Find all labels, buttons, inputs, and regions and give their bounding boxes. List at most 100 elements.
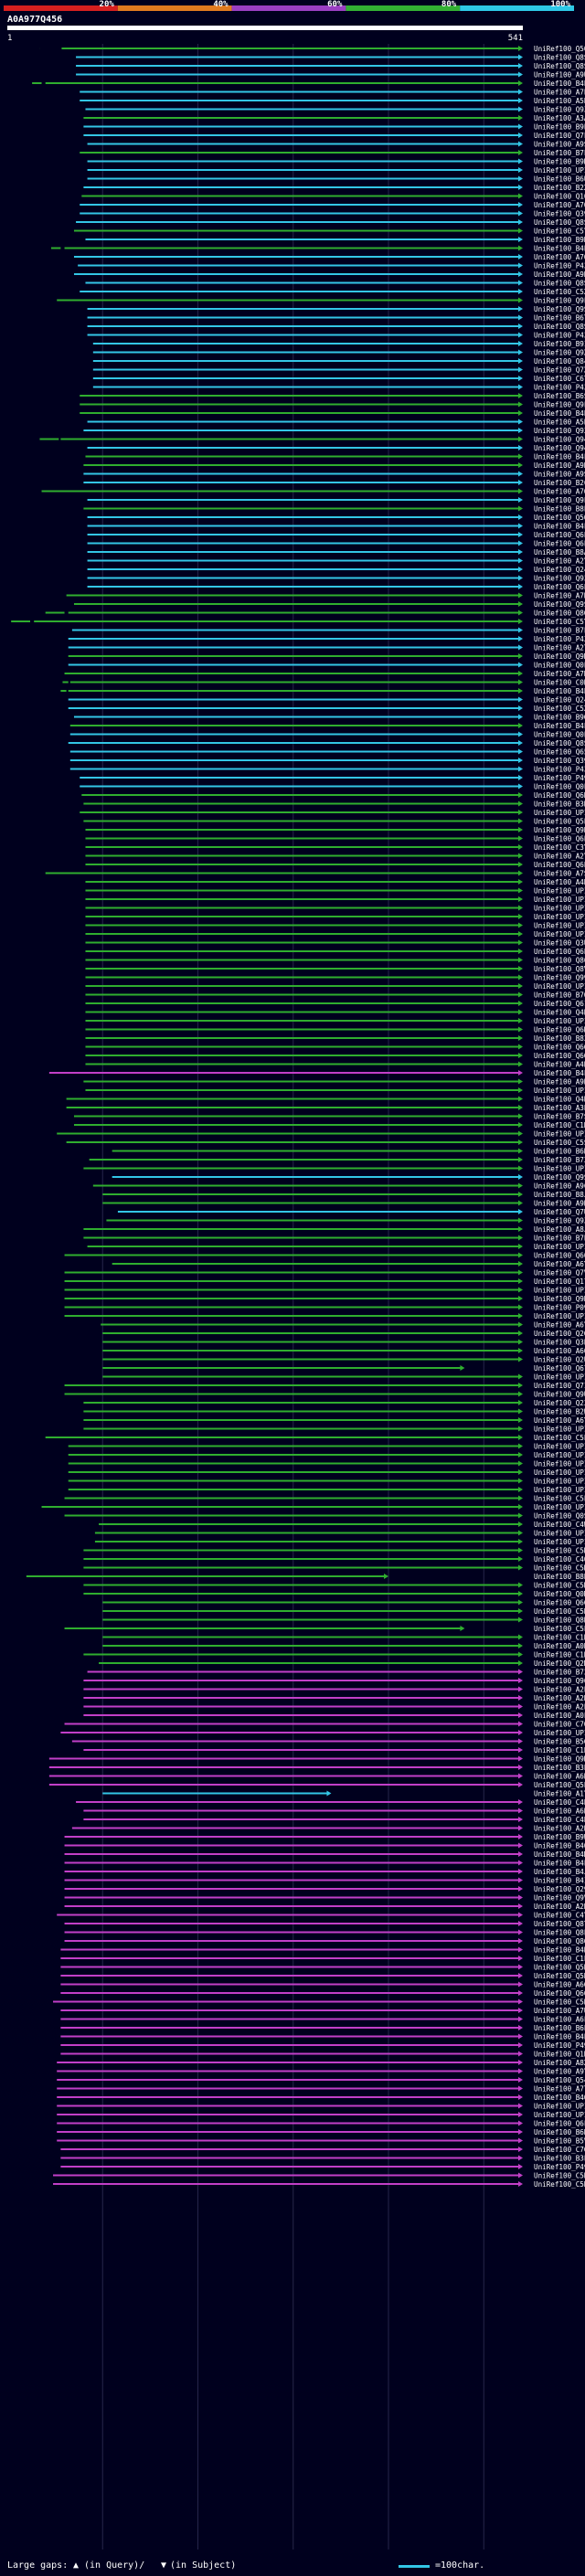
hit-label[interactable]: UniRef100_Q5PRU4 [534,1781,585,1789]
hit-label[interactable]: UniRef100_C1K3H8 [534,1634,585,1642]
hit-label[interactable]: UniRef100_UPI000... [534,166,585,175]
hit-label[interactable]: UniRef100_Q6MYJ7 [534,1026,585,1034]
hit-label[interactable]: UniRef100_A9C8C1 [534,1182,585,1191]
hit-label[interactable]: UniRef100_Q8T4E1 [534,1920,585,1928]
hit-label[interactable]: UniRef100_C5YZJ0 [534,228,585,236]
hit-label[interactable]: UniRef100_B4ESE0 [534,245,585,253]
hit-label[interactable]: UniRef100_P43644 [534,262,585,270]
hit-label[interactable]: UniRef100_A0FL47 [534,1712,585,1720]
hit-label[interactable]: UniRef100_Q54M74 [534,2076,585,2084]
hit-label[interactable]: UniRef100_C5XNM6 [534,288,585,296]
hit-label[interactable]: UniRef100_B8JHN1 [534,1191,585,1199]
hit-label[interactable]: UniRef100_C0H9C5 [534,679,585,687]
hit-label[interactable]: UniRef100_Q8S2T0 [534,323,585,331]
hit-label[interactable]: UniRef100_P49048 [534,2041,585,2050]
hit-label[interactable]: UniRef100_UPI000... [534,1165,585,1173]
hit-label[interactable]: UniRef100_A6NT33 [534,1773,585,1781]
hit-label[interactable]: UniRef100_Q9R0J8 [534,826,585,834]
hit-label[interactable]: UniRef100_A7Q492 [534,201,585,209]
hit-label[interactable]: UniRef100_A6Y9U8 [534,1321,585,1330]
hit-label[interactable]: UniRef100_Q4R4I8 [534,1009,585,1017]
hit-label[interactable]: UniRef100_Q8S2T2 [534,54,585,62]
hit-label[interactable]: UniRef100_C7Q917 [534,1721,585,1729]
hit-label[interactable]: UniRef100_A6GE76 [534,1981,585,1989]
hit-label[interactable]: UniRef100_A2EEH2 [534,1703,585,1712]
hit-label[interactable]: UniRef100_A9U053 [534,71,585,80]
hit-label[interactable]: UniRef100_A1YQ76 [534,1790,585,1798]
hit-label[interactable]: UniRef100_B7P2D6 [534,1235,585,1243]
hit-label[interactable]: UniRef100_Q9FER7 [534,297,585,305]
hit-label[interactable]: UniRef100_B2WCX5 [534,1408,585,1416]
hit-label[interactable]: UniRef100_C5MYV4 [534,1564,585,1573]
hit-label[interactable]: UniRef100_A5BVL1 [534,97,585,105]
hit-label[interactable]: UniRef100_C5L9F8 [534,1434,585,1442]
hit-label[interactable]: UniRef100_C6THM4 [534,375,585,383]
hit-label[interactable]: UniRef100_B3LPH6 [534,2155,585,2163]
hit-label[interactable]: UniRef100_A6FQI4 [534,2016,585,2024]
hit-label[interactable]: UniRef100_Q0LL04 [534,731,585,739]
hit-label[interactable]: UniRef100_Q6L4R2 [534,583,585,591]
hit-label[interactable]: UniRef100_Q17945 [534,1277,585,1286]
hit-label[interactable]: UniRef100_C4QHS1 [534,1555,585,1564]
hit-label[interactable]: UniRef100_Q65S38 [534,748,585,757]
hit-label[interactable]: UniRef100_C1KJ95 [534,1121,585,1129]
hit-label[interactable]: UniRef100_Q9NFY9 [534,1295,585,1303]
hit-label[interactable]: UniRef100_P43647 [534,332,585,340]
hit-label[interactable]: UniRef100_P49046 [534,774,585,782]
hit-label[interactable]: UniRef100_A2DDJ8 [534,1694,585,1702]
hit-label[interactable]: UniRef100_C5XS49 [534,705,585,713]
hit-label[interactable]: UniRef100_B9GVW0 [534,714,585,722]
hit-label[interactable]: UniRef100_Q9M0Q1 [534,1755,585,1764]
hit-label[interactable]: UniRef100_UPI000... [534,1443,585,1451]
hit-label[interactable]: UniRef100_C7GWR8 [534,2146,585,2154]
hit-label[interactable]: UniRef100_UPI000... [534,1017,585,1025]
hit-label[interactable]: UniRef100_B6LL33 [534,2024,585,2032]
hit-label[interactable]: UniRef100_C5L9F9 [534,1495,585,1503]
hit-label[interactable]: UniRef100_Q3UE99 [534,939,585,948]
hit-label[interactable]: UniRef100_A5BK97 [534,419,585,427]
hit-label[interactable]: UniRef100_Q6GS63 [534,1044,585,1052]
hit-label[interactable]: UniRef100_A9RY29 [534,270,585,279]
hit-label[interactable]: UniRef100_Q0LL05 [534,783,585,791]
hit-label[interactable]: UniRef100_Q6DJ67 [534,791,585,800]
hit-label[interactable]: UniRef100_B7SP42 [534,1113,585,1121]
hit-label[interactable]: UniRef100_P43642 [534,635,585,643]
hit-label[interactable]: UniRef100_Q6GH26 [534,1599,585,1607]
hit-label[interactable]: UniRef100_UPI000... [534,1729,585,1737]
hit-label[interactable]: UniRef100_C3YGR2 [534,843,585,852]
hit-label[interactable]: UniRef100_Q6PGT1 [534,835,585,843]
hit-label[interactable]: UniRef100_Q8GBE2 [534,610,585,618]
hit-label[interactable]: UniRef100_A3E3R9 [534,1104,585,1112]
hit-label[interactable]: UniRef100_A2Y8S1 [534,557,585,566]
hit-label[interactable]: UniRef100_Q8K3L6 [534,1617,585,1625]
hit-label[interactable]: UniRef100_Q99538 [534,974,585,982]
hit-label[interactable]: UniRef100_Q84LM2 [534,357,585,366]
hit-label[interactable]: UniRef100_Q8S1Q2 [534,739,585,747]
hit-label[interactable]: UniRef100_C1L7Y8 [534,1955,585,1963]
hit-label[interactable]: UniRef100_UPI000... [534,1373,585,1382]
hit-label[interactable]: UniRef100_B4N0S4 [534,1946,585,1955]
hit-label[interactable]: UniRef100_UPI000... [534,982,585,991]
hit-label[interactable]: UniRef100_UPI000... [534,1087,585,1095]
hit-label[interactable]: UniRef100_A6Y9U9 [534,1416,585,1425]
hit-label[interactable]: UniRef100_P49018 [534,2163,585,2171]
hit-label[interactable]: UniRef100_UPI000... [534,1468,585,1477]
hit-label[interactable]: UniRef100_UPI000... [534,1426,585,1434]
hit-label[interactable]: UniRef100_B6NF23 [534,2128,585,2136]
hit-label[interactable]: UniRef100_B9MXI9 [534,158,585,166]
hit-label[interactable]: UniRef100_B3PBU4 [534,1764,585,1772]
hit-label[interactable]: UniRef100_UPI000... [534,1451,585,1459]
hit-label[interactable]: UniRef100_C5DQE5 [534,2172,585,2180]
hit-label[interactable]: UniRef100_Q9UBB9 [534,1391,585,1399]
hit-label[interactable]: UniRef100_Q9SBC3 [534,305,585,313]
hit-label[interactable]: UniRef100_B7FLR2 [534,627,585,635]
hit-label[interactable]: UniRef100_B4L2L0 [534,1860,585,1868]
hit-label[interactable]: UniRef100_Q24326 [534,566,585,574]
hit-label[interactable]: UniRef100_Q0SB10 [534,1512,585,1521]
hit-label[interactable]: UniRef100_UPI000... [534,2103,585,2111]
hit-label[interactable]: UniRef100_B6TAL1 [534,314,585,323]
hit-label[interactable]: UniRef100_Q9ZWB0 [534,106,585,114]
hit-label[interactable]: UniRef100_UPI000... [534,1460,585,1468]
hit-label[interactable]: UniRef100_UPI000... [534,2111,585,2119]
hit-label[interactable]: UniRef100_UPI000... [534,1486,585,1494]
